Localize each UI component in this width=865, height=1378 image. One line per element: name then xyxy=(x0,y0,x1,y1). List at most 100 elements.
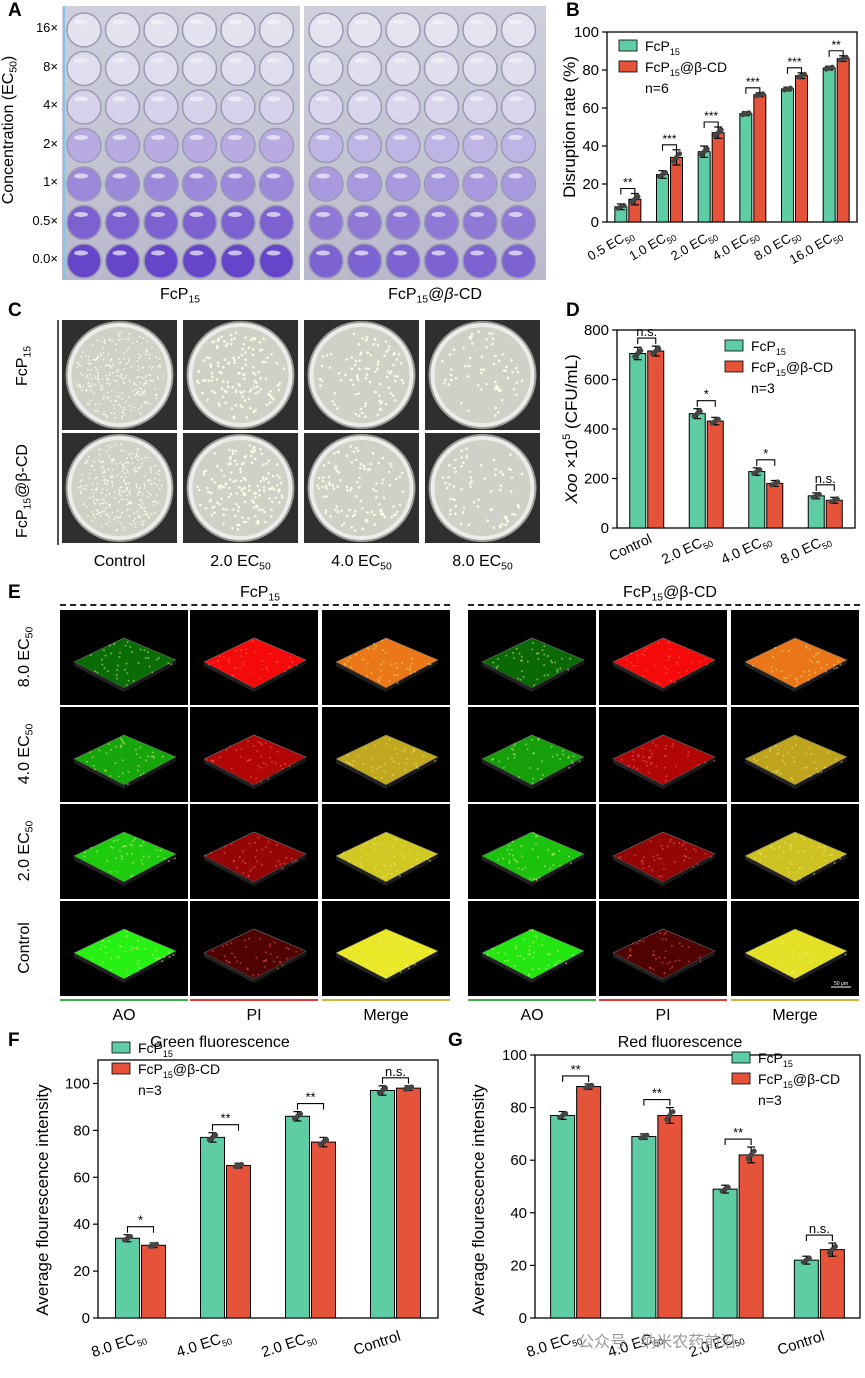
colony xyxy=(265,403,269,406)
colony xyxy=(227,495,231,499)
colony xyxy=(137,467,139,470)
panel-e-row-label: 2.0 EC50 xyxy=(16,820,36,882)
speckle xyxy=(780,966,783,969)
speckle xyxy=(510,848,513,851)
speckle xyxy=(773,770,776,773)
slab-top xyxy=(203,928,307,980)
colony xyxy=(216,361,220,364)
petri-dish xyxy=(428,434,537,542)
colony xyxy=(143,456,146,459)
colony xyxy=(122,352,125,355)
well-reflection xyxy=(151,58,165,63)
colony xyxy=(350,526,354,529)
speckle xyxy=(496,665,499,668)
petri-dish xyxy=(307,321,416,429)
speckle xyxy=(543,663,546,666)
data-point xyxy=(127,1233,134,1240)
speckle xyxy=(127,679,130,682)
panel-e-channel-label: AO xyxy=(520,1007,544,1024)
colony xyxy=(144,375,147,378)
speckle xyxy=(408,849,411,852)
colony xyxy=(329,352,333,356)
speckle xyxy=(697,763,700,766)
well-reflection xyxy=(266,250,281,256)
speckle xyxy=(253,650,256,653)
colony xyxy=(105,414,108,417)
colony xyxy=(98,402,101,405)
colony xyxy=(119,486,121,489)
colony xyxy=(217,485,221,488)
colony xyxy=(83,503,85,505)
colony xyxy=(248,390,252,393)
colony xyxy=(240,353,244,357)
colony xyxy=(230,407,234,410)
colony xyxy=(91,488,94,491)
colony xyxy=(85,390,88,392)
colony xyxy=(232,480,235,483)
speckle xyxy=(107,940,110,943)
colony xyxy=(258,447,262,451)
colony xyxy=(236,528,240,531)
data-point xyxy=(697,408,703,414)
speckle xyxy=(90,846,93,849)
speckle xyxy=(546,674,549,677)
slab-side xyxy=(386,757,438,789)
speckle xyxy=(116,668,119,671)
significance-label: ** xyxy=(831,38,841,52)
well xyxy=(143,204,179,241)
colony xyxy=(139,386,142,389)
colony xyxy=(122,408,125,411)
colony xyxy=(120,494,123,497)
speckle xyxy=(543,674,546,677)
speckle xyxy=(254,841,257,844)
colony xyxy=(113,459,116,462)
colony xyxy=(102,413,105,416)
colony xyxy=(136,470,139,473)
speckle xyxy=(497,858,500,861)
speckle xyxy=(235,649,238,652)
colony xyxy=(127,360,130,362)
colony xyxy=(155,493,158,496)
speckle xyxy=(648,966,651,969)
colony xyxy=(264,520,267,524)
speckle xyxy=(106,670,109,673)
speckle xyxy=(516,955,519,958)
colony xyxy=(493,473,497,477)
y-tick-label: 60 xyxy=(582,100,599,117)
speckle xyxy=(281,767,284,770)
speckle xyxy=(811,660,814,663)
colony xyxy=(231,526,234,530)
bar-fcp15-cd xyxy=(657,1114,683,1319)
speckle xyxy=(276,967,279,970)
colony xyxy=(381,481,384,485)
colony xyxy=(136,340,138,343)
panel-e-channel-label: PI xyxy=(655,1007,671,1024)
colony xyxy=(220,469,223,472)
colony xyxy=(148,374,150,376)
speckle xyxy=(245,946,248,949)
speckle xyxy=(808,648,811,651)
colony xyxy=(265,477,268,480)
speckle xyxy=(346,754,349,757)
colony xyxy=(116,374,118,377)
speckle xyxy=(373,647,376,650)
speckle xyxy=(673,681,676,684)
well xyxy=(423,12,460,48)
speckle xyxy=(681,945,684,948)
colony xyxy=(121,392,123,395)
speckle xyxy=(815,653,818,656)
speckle xyxy=(252,744,255,747)
colony xyxy=(117,368,119,371)
significance-bracket xyxy=(703,121,719,128)
y-tick-label: 100 xyxy=(574,24,599,41)
colony xyxy=(92,344,94,346)
colony xyxy=(121,377,124,380)
colony xyxy=(373,513,376,517)
speckle xyxy=(229,745,232,748)
significance-bracket xyxy=(724,1138,752,1146)
colony xyxy=(116,509,119,512)
well-reflection xyxy=(354,173,369,179)
colony xyxy=(345,454,349,458)
well-reflection xyxy=(228,212,242,217)
well-reflection xyxy=(470,135,484,140)
